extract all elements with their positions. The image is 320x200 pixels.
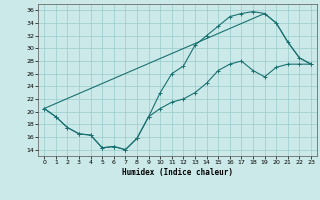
X-axis label: Humidex (Indice chaleur): Humidex (Indice chaleur)	[122, 168, 233, 177]
